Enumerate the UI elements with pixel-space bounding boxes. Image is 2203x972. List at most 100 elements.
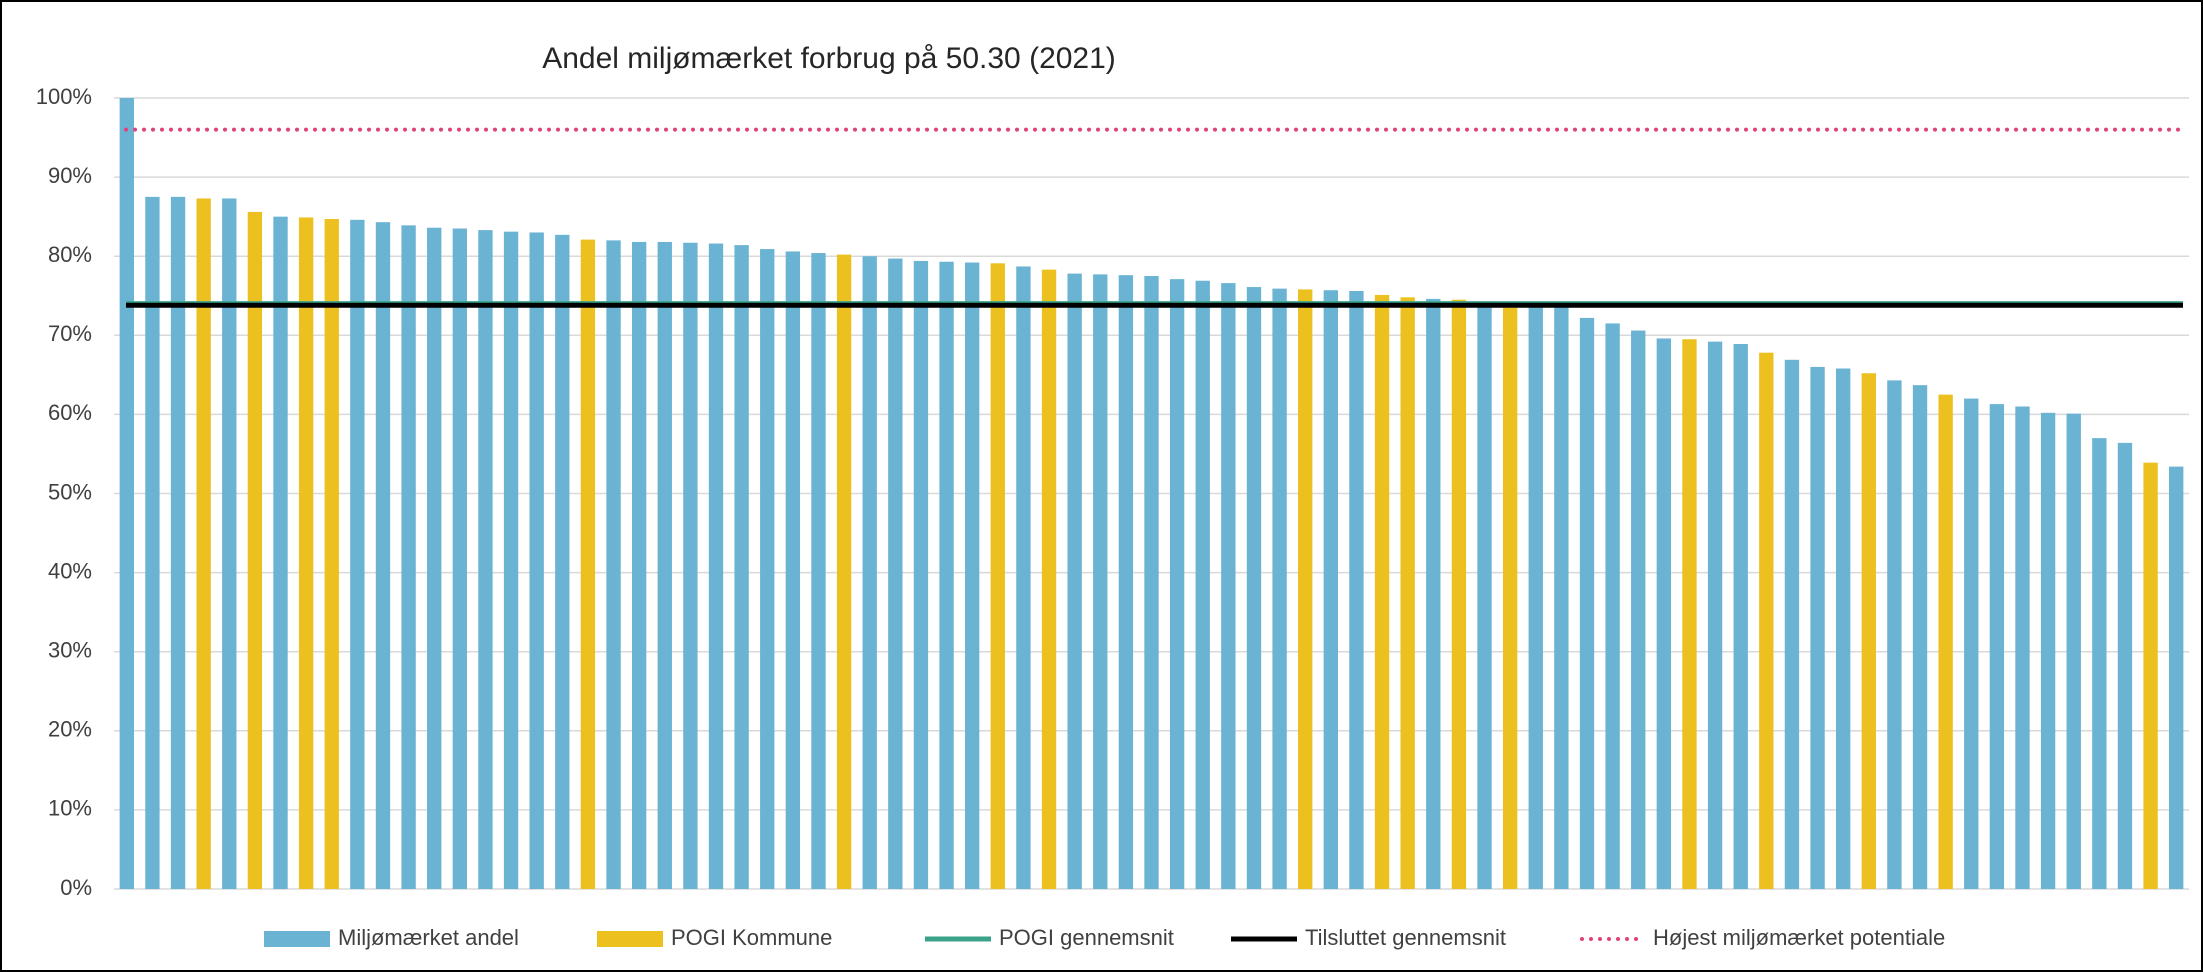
bar — [1426, 298, 1441, 889]
bar — [1169, 279, 1185, 889]
bar — [939, 261, 954, 889]
bar — [427, 227, 442, 889]
bar — [503, 231, 519, 889]
bar — [324, 219, 339, 889]
bar — [1887, 380, 1902, 889]
bar — [452, 228, 468, 889]
bar — [708, 243, 724, 889]
bar — [1554, 306, 1569, 890]
bar — [631, 241, 647, 889]
bar — [1118, 275, 1134, 890]
bar — [683, 242, 698, 890]
bar — [1989, 404, 2005, 889]
y-tick-label: 70% — [48, 321, 92, 346]
y-tick-label: 10% — [48, 796, 92, 821]
bar — [1579, 317, 1595, 889]
legend-label: Højest miljømærket potentiale — [1653, 925, 1945, 950]
legend-swatch — [264, 931, 330, 947]
bar — [1451, 299, 1467, 890]
bar — [1477, 301, 1492, 889]
bar — [1682, 339, 1697, 889]
bar — [555, 234, 570, 889]
bar — [1374, 294, 1390, 890]
y-tick-label: 20% — [48, 717, 92, 742]
bar — [1502, 307, 1518, 889]
bar — [1041, 269, 1057, 890]
bar — [1067, 273, 1082, 889]
bar — [1964, 398, 1979, 889]
y-tick-label: 40% — [48, 558, 92, 583]
bar — [580, 239, 596, 890]
bar — [760, 249, 775, 889]
bar — [375, 222, 391, 889]
bar — [170, 196, 186, 889]
chart-title: Andel miljømærket forbrug på 50.30 (2021… — [542, 42, 1116, 75]
bar — [196, 198, 211, 889]
bar — [2066, 413, 2081, 889]
bar — [913, 260, 929, 889]
bar — [1631, 330, 1646, 890]
bar — [247, 211, 263, 890]
bar — [119, 98, 134, 889]
bar — [836, 254, 852, 890]
bar — [1810, 366, 1825, 889]
bar — [145, 196, 160, 889]
bar — [1605, 323, 1620, 889]
bar — [1784, 359, 1800, 889]
bar — [1528, 304, 1543, 889]
y-tick-label: 90% — [48, 163, 92, 188]
legend-label: Miljømærket andel — [338, 925, 519, 950]
bar — [1093, 274, 1108, 889]
bar — [2169, 466, 2184, 889]
bar — [1221, 283, 1236, 889]
bar — [1759, 352, 1774, 889]
bar — [990, 263, 1005, 890]
legend-swatch — [597, 931, 663, 947]
bar — [401, 225, 416, 889]
bar — [1144, 275, 1159, 890]
bar — [222, 198, 237, 889]
bar — [529, 232, 544, 890]
bar — [734, 245, 749, 890]
bar — [1246, 287, 1262, 889]
bar — [1656, 338, 1672, 889]
bar — [1400, 297, 1415, 889]
y-tick-label: 100% — [36, 84, 92, 109]
bar — [1298, 289, 1313, 889]
bar — [785, 251, 801, 890]
bar — [965, 262, 980, 889]
bar — [1272, 288, 1287, 890]
legend-label: POGI Kommune — [671, 925, 832, 950]
bar — [1323, 290, 1338, 889]
bar — [811, 253, 826, 889]
bar — [273, 216, 288, 889]
bar — [298, 217, 314, 890]
bar — [1195, 280, 1210, 889]
bar — [1349, 291, 1364, 889]
bar — [2092, 438, 2107, 889]
y-tick-label: 60% — [48, 400, 92, 425]
bar — [2143, 462, 2158, 889]
bar — [1707, 341, 1723, 889]
y-tick-label: 30% — [48, 638, 92, 663]
y-tick-label: 50% — [48, 479, 92, 504]
bar — [606, 240, 621, 889]
bar — [1861, 373, 1876, 889]
legend-label: POGI gennemsnit — [999, 925, 1174, 950]
bar — [478, 230, 493, 890]
y-tick-label: 0% — [60, 875, 92, 900]
bar — [1912, 385, 1928, 889]
bar — [2040, 412, 2056, 889]
bar — [888, 258, 903, 889]
bar — [1835, 368, 1851, 890]
bar — [1938, 394, 1953, 889]
y-tick-label: 80% — [48, 242, 92, 267]
legend-label: Tilsluttet gennemsnit — [1305, 925, 1506, 950]
bar — [2015, 406, 2030, 889]
bar — [1733, 344, 1748, 890]
bar — [1016, 266, 1031, 889]
bar — [657, 241, 672, 889]
bar — [350, 219, 365, 890]
bar — [2117, 442, 2133, 889]
